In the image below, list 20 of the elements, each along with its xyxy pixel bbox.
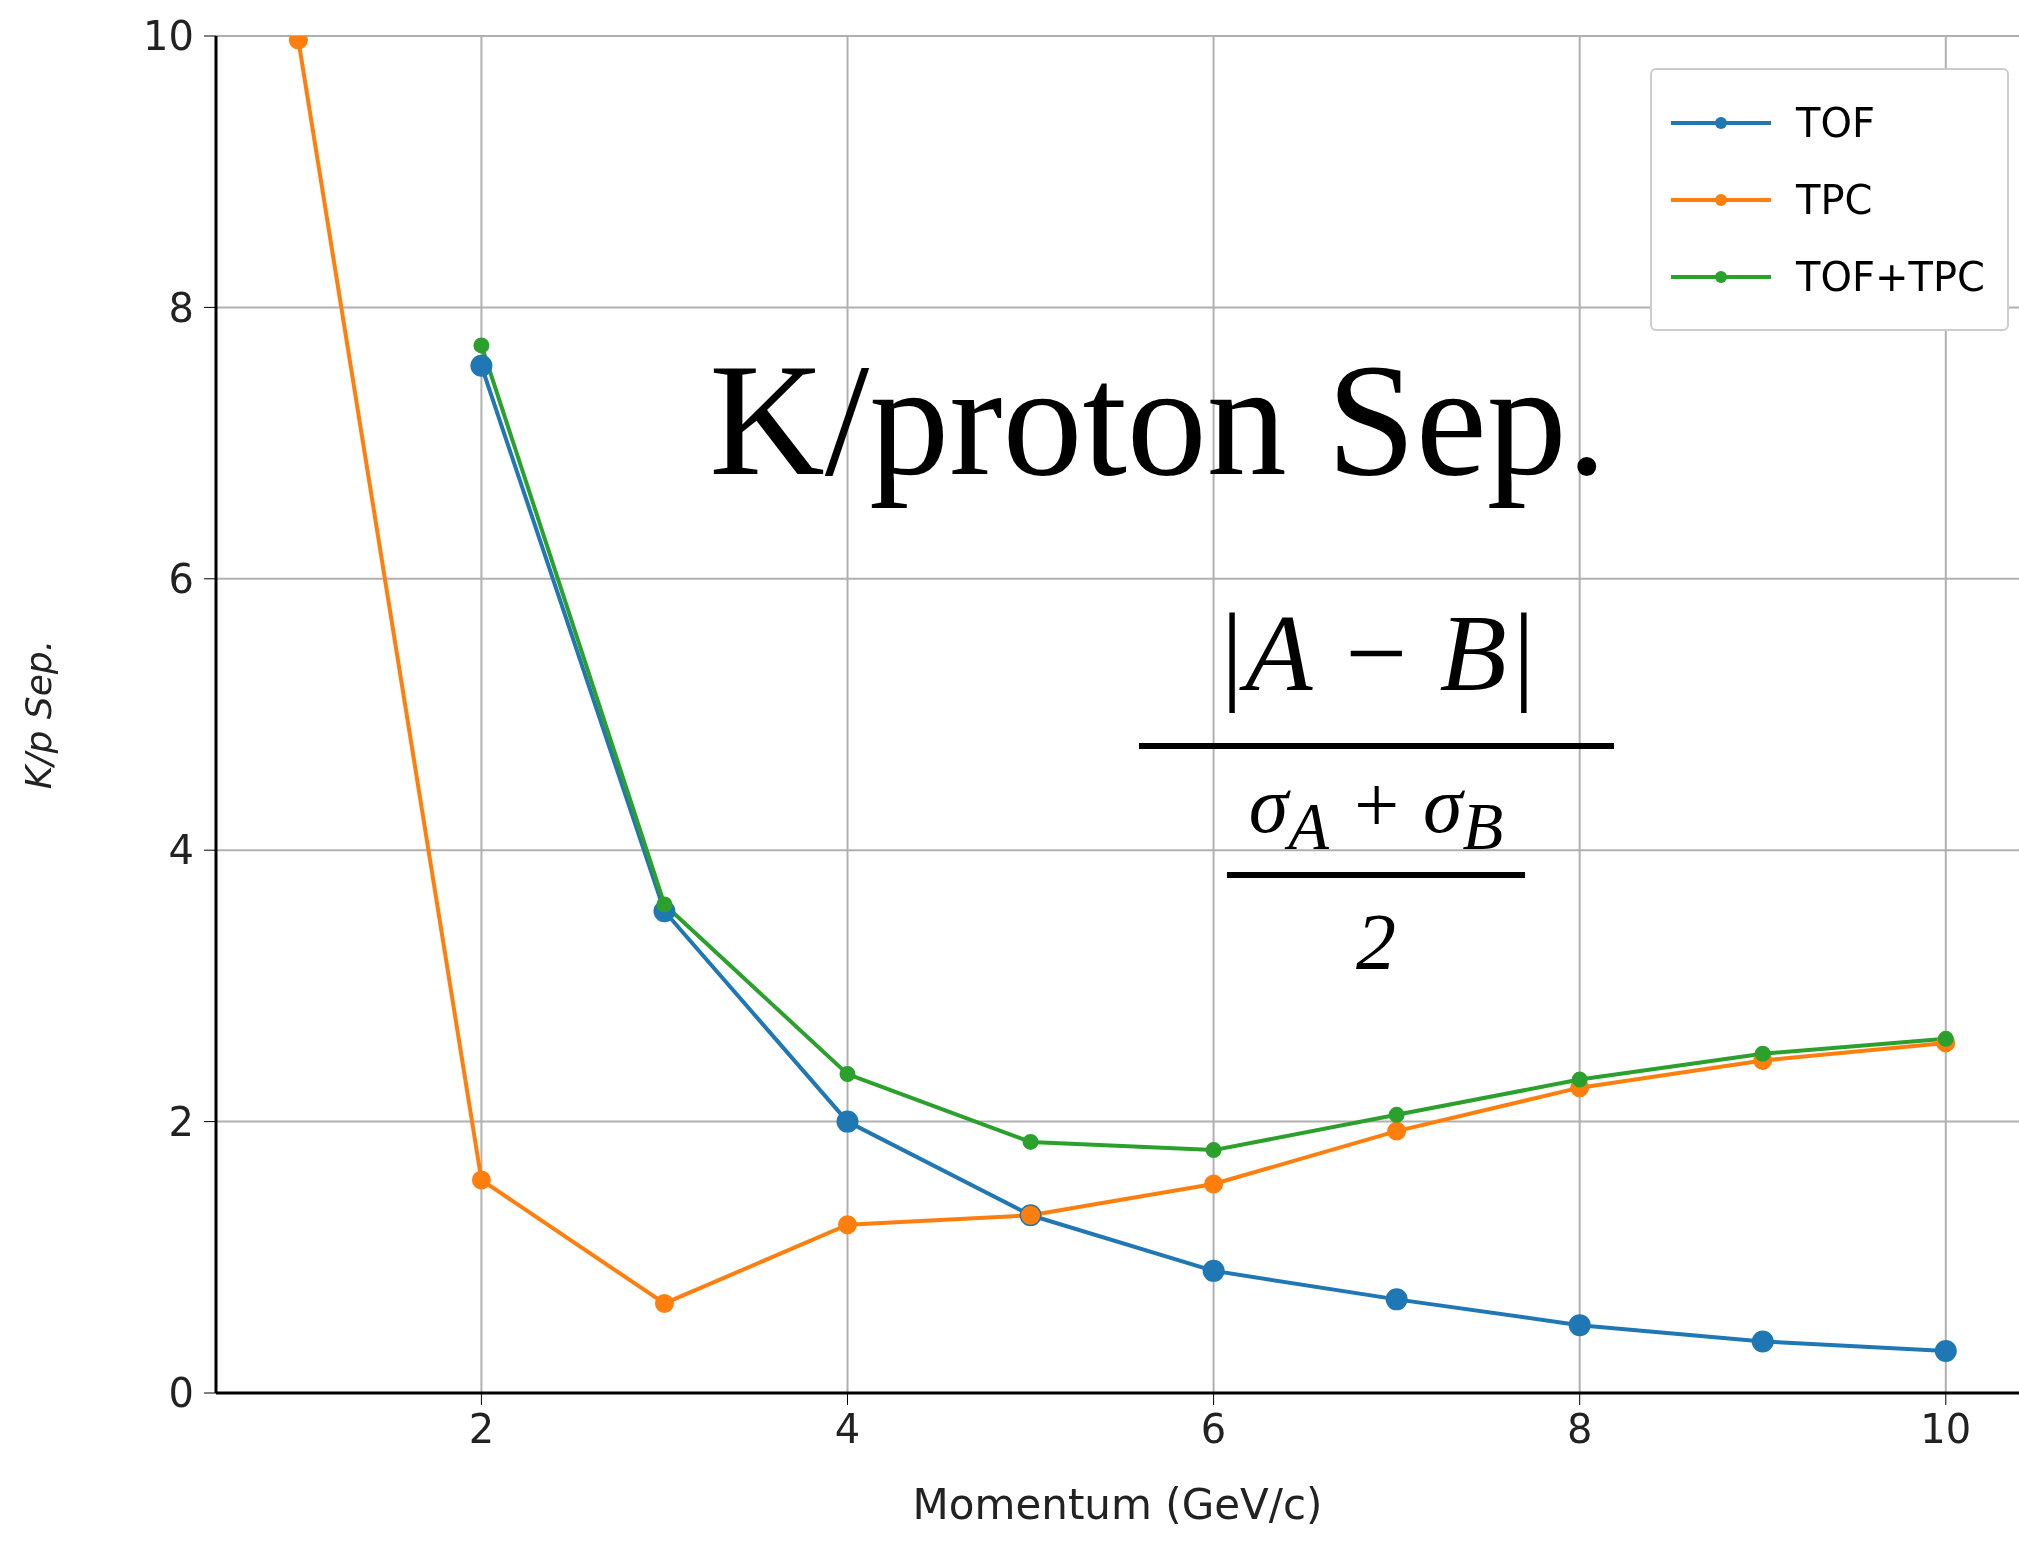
annotation: σ$_{A}$ + σ$_{B}$ [1248, 761, 1504, 864]
legend-label: TPC [1796, 176, 1873, 223]
x-tick-label: 8 [1566, 1406, 1593, 1453]
y-tick-label: 0 [168, 1370, 194, 1417]
x-tick-label: 10 [1920, 1406, 1972, 1453]
y-tick-label: 6 [168, 556, 194, 602]
y-tick-label: 4 [168, 827, 194, 874]
annotation: |A − B| [1214, 592, 1538, 714]
y-tick-label: 2 [168, 1098, 194, 1145]
x-tick-label: 2 [468, 1406, 495, 1453]
legend-label: TOF [1796, 99, 1875, 146]
x-tick-label: 4 [834, 1406, 861, 1453]
y-tick-label: 10 [143, 13, 194, 60]
annotation: K/proton Sep. [709, 331, 1607, 509]
y-tick-label: 8 [168, 284, 194, 331]
x-tick-label: 6 [1200, 1406, 1227, 1453]
x-axis-title: Momentum (GeV/c) [912, 1480, 1323, 1529]
annotation: 2 [1356, 898, 1396, 986]
y-axis-title: K/p Sep. [17, 639, 59, 790]
legend-label: TOF+TPC [1796, 253, 1985, 300]
